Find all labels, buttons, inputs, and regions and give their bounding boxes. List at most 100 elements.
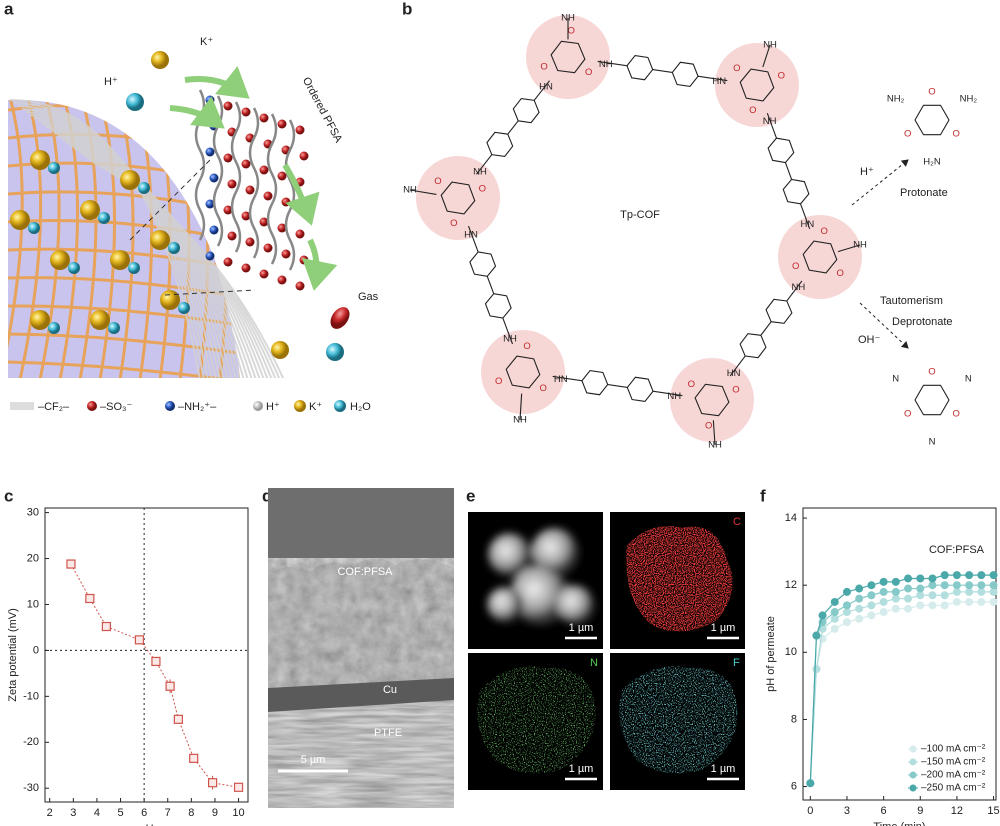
sulfonate (209, 173, 219, 183)
fluorine-map (619, 666, 738, 774)
legend-label: –150 mA cm⁻² (921, 757, 986, 768)
legend-symbol (10, 402, 34, 410)
sulfonate (241, 107, 251, 117)
y-tick-label: 8 (791, 713, 797, 725)
x-tick-label: 9 (917, 805, 923, 817)
point (842, 618, 851, 627)
sulfonate (295, 125, 305, 135)
point (879, 587, 888, 596)
scale-bar-label: 1 µm (711, 763, 736, 775)
y-tick-label: 10 (27, 598, 39, 610)
layer-label: COF:PFSA (337, 566, 393, 578)
point (965, 587, 974, 596)
legend-symbol (334, 400, 346, 412)
x-tick-label: 12 (951, 805, 963, 817)
sulfonate (295, 229, 305, 239)
point (891, 587, 900, 596)
sulfonate (259, 217, 269, 227)
point (952, 597, 961, 606)
decoration (531, 528, 579, 576)
panel-label: a (4, 0, 14, 18)
atom-label: NH (513, 415, 527, 426)
point (989, 571, 998, 580)
ring (694, 383, 730, 417)
ring (739, 333, 767, 359)
pfsa-chain (248, 107, 260, 259)
point (940, 601, 949, 610)
scale-bar-label: 1 µm (569, 763, 594, 775)
membrane-illustration (8, 20, 410, 378)
decoration (510, 565, 570, 625)
point (806, 779, 815, 788)
panel-label: d (262, 486, 272, 505)
sulfonate (281, 197, 291, 207)
top-region (268, 488, 454, 573)
point (879, 577, 888, 586)
point (916, 584, 925, 593)
k-ion (10, 210, 30, 230)
y-tick-label: 10 (785, 646, 797, 658)
plot-frame (802, 507, 997, 801)
point (928, 591, 937, 600)
atom-label: NH (792, 282, 806, 293)
point (904, 604, 913, 613)
legend-label: –200 mA cm⁻² (921, 770, 986, 781)
ring (469, 251, 497, 277)
point (173, 714, 183, 724)
water (108, 322, 120, 334)
atom-label: O (953, 409, 960, 420)
point (830, 597, 839, 606)
atom-label: HN (712, 76, 726, 87)
y-tick-label: 14 (785, 512, 797, 524)
legend-label: –SO₃⁻ (100, 401, 132, 413)
pfsa-chain (230, 101, 242, 253)
atom-label: O (732, 384, 739, 395)
atom-label: O (749, 105, 756, 116)
gas-molecule (330, 307, 350, 329)
point (965, 597, 974, 606)
water (326, 343, 344, 361)
ring-bg (513, 97, 540, 124)
sulfonate (205, 95, 215, 105)
ring-bg (485, 292, 512, 319)
scale-bar-label: 1 µm (569, 622, 594, 634)
element-label: C (733, 516, 741, 528)
point (904, 594, 913, 603)
point (952, 581, 961, 590)
ring-bg (767, 137, 794, 164)
element-label: N (590, 657, 598, 669)
legend-label: H₂O (350, 401, 371, 413)
y-tick-label: 0 (33, 644, 39, 656)
y-axis-label: Zeta potential (mV) (7, 608, 19, 702)
k-ion (30, 150, 50, 170)
point (965, 571, 974, 580)
atom-label: NH (667, 391, 681, 402)
core-highlight (416, 156, 500, 240)
sulfonate (241, 263, 251, 273)
ring (914, 384, 950, 416)
x-axis-label: pH (139, 823, 153, 826)
bond (409, 189, 437, 195)
legend-marker (909, 784, 917, 792)
x-tick-label: 10 (232, 807, 244, 819)
point (989, 587, 998, 596)
point (940, 571, 949, 580)
x-tick-label: 4 (94, 807, 100, 819)
point (977, 587, 986, 596)
atom-label: N (929, 437, 936, 448)
guide-line (129, 159, 211, 241)
water (271, 341, 289, 359)
k-ion (30, 310, 50, 330)
water (98, 212, 110, 224)
flow-arrow (169, 96, 225, 129)
point (928, 581, 937, 590)
ring (767, 137, 795, 164)
sulfonate (299, 151, 309, 161)
y-tick-label: -10 (23, 690, 39, 702)
ring-bg (740, 332, 767, 359)
point (989, 581, 998, 590)
bond (519, 393, 523, 421)
sulfonate (281, 249, 291, 259)
atom-label: NH (561, 13, 575, 24)
